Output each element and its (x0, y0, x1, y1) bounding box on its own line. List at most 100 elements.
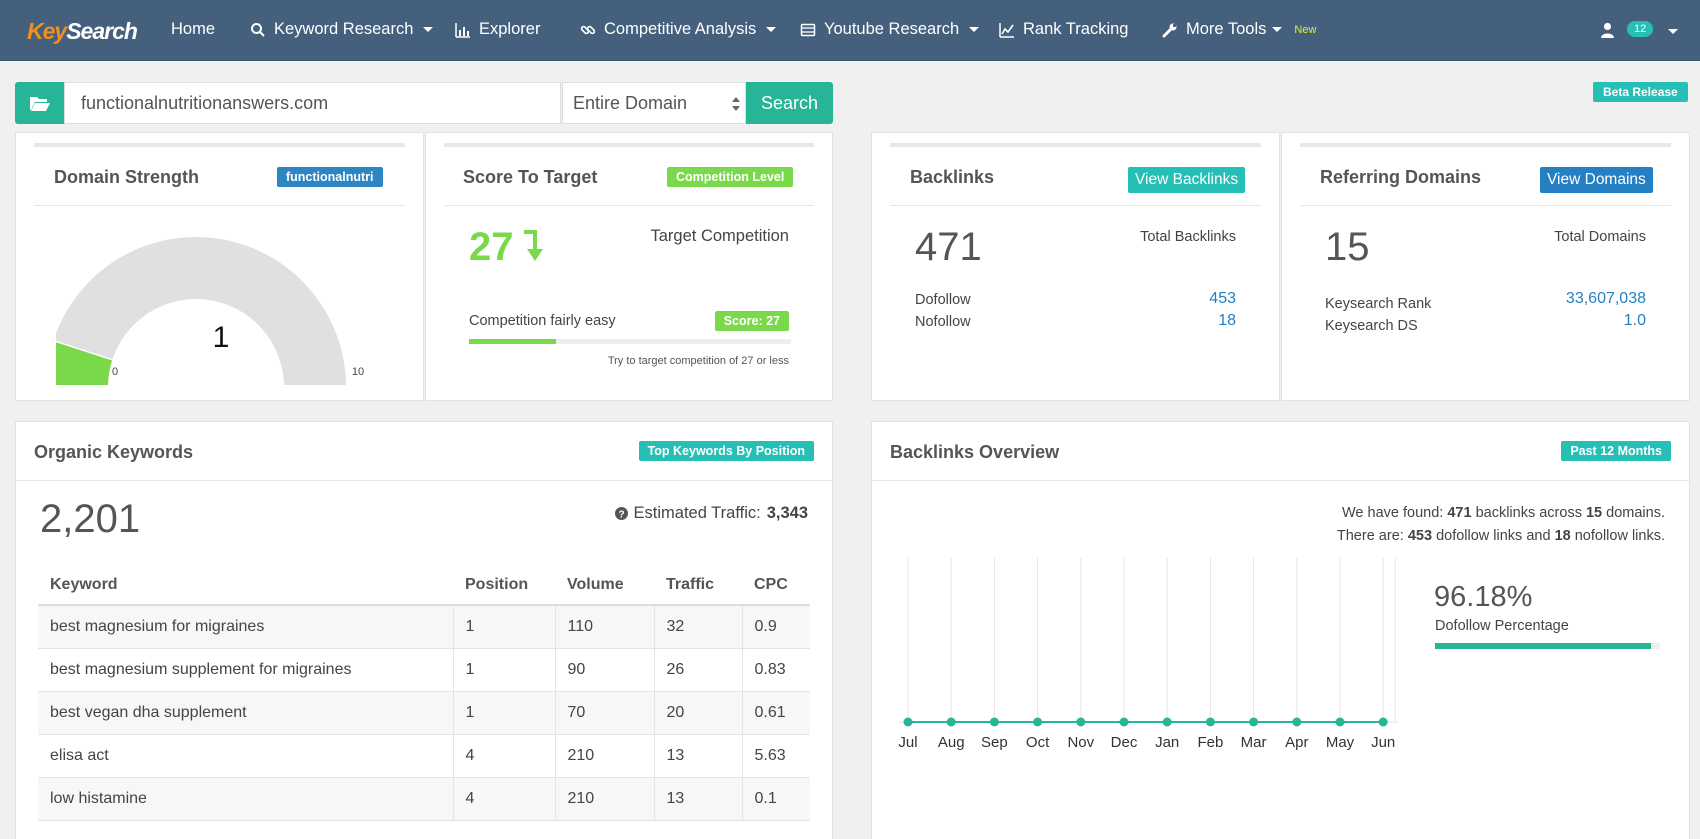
cpc-cell: 0.61 (741, 691, 810, 735)
keyword-cell: low histamine (38, 777, 453, 821)
total-domains-label: Total Domains (1554, 229, 1646, 245)
chart-point-may[interactable] (1335, 717, 1345, 727)
table-row: elisa act 4 210 13 5.63 (38, 734, 810, 778)
svg-text:?: ? (618, 510, 624, 521)
domain-search-input[interactable]: functionalnutritionanswers.com (64, 82, 561, 124)
nav-more-tools-label: More Tools (1186, 20, 1267, 38)
nav-youtube-research-label: Youtube Research (824, 20, 960, 38)
gauge-max-label: 10 (352, 366, 364, 378)
nav-rank-tracking-label: Rank Tracking (1023, 20, 1129, 38)
top-keywords-tag: Top Keywords By Position (638, 441, 814, 461)
chevron-down-icon[interactable] (1668, 29, 1678, 34)
chart-point-jun[interactable] (1378, 717, 1388, 727)
cpc-cell: 0.9 (741, 605, 810, 649)
gauge-track (56, 237, 346, 385)
card-topbar (34, 143, 405, 147)
position-cell: 1 (452, 605, 555, 649)
chevron-down-icon (766, 27, 777, 32)
user-icon[interactable] (1600, 22, 1615, 38)
chart-point-sep[interactable] (989, 717, 999, 727)
dofollow-percentage-label: Dofollow Percentage (1435, 618, 1569, 634)
view-backlinks-button[interactable]: View Backlinks (1128, 167, 1246, 193)
chart-point-mar[interactable] (1249, 717, 1259, 727)
column-header-cpc[interactable]: CPC (742, 565, 810, 606)
keyword-cell: best magnesium for migraines (38, 605, 453, 649)
competition-desc: Competition fairly easy (469, 313, 616, 329)
column-header-keyword[interactable]: Keyword (38, 565, 453, 606)
chevron-down-icon (423, 27, 434, 32)
card-title: Referring Domains (1320, 167, 1482, 187)
chevron-down-icon (1272, 27, 1283, 32)
chart-point-jan[interactable] (1162, 717, 1172, 727)
cpc-cell: 0.1 (741, 777, 810, 821)
nofollow-label: Nofollow (915, 314, 971, 330)
position-cell: 1 (452, 648, 555, 692)
card-title: Backlinks Overview (890, 442, 1060, 462)
chart-point-dec[interactable] (1119, 717, 1129, 727)
traffic-cell: 13 (653, 734, 742, 778)
chart-point-nov[interactable] (1076, 717, 1086, 727)
traffic-cell: 32 (653, 605, 742, 649)
position-cell: 1 (452, 691, 555, 735)
card-divider (890, 205, 1261, 206)
chart-point-feb[interactable] (1205, 717, 1215, 727)
search-icon (251, 22, 265, 37)
project-folder-button[interactable] (15, 82, 64, 124)
select-arrows-icon (732, 97, 740, 111)
domain-strength-card: Domain Strength functionalnutri 1 0 10 (15, 132, 424, 401)
column-header-volume[interactable]: Volume (555, 565, 654, 606)
nav-rank-tracking[interactable]: Rank Tracking (999, 20, 1128, 39)
chart-point-oct[interactable] (1033, 717, 1043, 727)
nav-home-label: Home (171, 20, 216, 38)
beta-release-badge: Beta Release (1593, 82, 1688, 102)
card-title: Domain Strength (54, 167, 200, 187)
chart-x-tick-label: Feb (1197, 734, 1223, 751)
card-divider (872, 480, 1689, 481)
chart-x-tick-label: Jul (898, 734, 917, 751)
bar-chart-icon (455, 22, 470, 38)
dofollow-progress-fill (1435, 643, 1652, 649)
keyword-cell: elisa act (38, 734, 453, 778)
traffic-cell: 26 (653, 648, 742, 692)
card-topbar (444, 143, 814, 147)
referring-domains-card: Referring Domains View Domains 15 Total … (1281, 132, 1690, 401)
view-domains-button[interactable]: View Domains (1540, 167, 1653, 193)
keysearch-ds-label: Keysearch DS (1325, 318, 1418, 334)
search-button[interactable]: Search (746, 82, 833, 124)
nav-youtube-research[interactable]: Youtube Research (800, 20, 980, 39)
search-scope-select[interactable]: Entire Domain (562, 82, 746, 124)
total-backlinks-label: Total Backlinks (1140, 229, 1236, 245)
nav-more-tools[interactable]: More Tools New (1162, 20, 1316, 39)
chart-point-jul[interactable] (903, 717, 913, 727)
summary-line-1: We have found: 471 backlinks across 15 d… (1342, 505, 1665, 521)
nav-home[interactable]: Home (171, 20, 215, 39)
volume-cell: 70 (554, 691, 654, 735)
keysearch-logo[interactable]: KeySearch (27, 18, 138, 44)
chart-point-aug[interactable] (946, 717, 956, 727)
user-count-badge[interactable]: 12 (1627, 21, 1654, 37)
competition-progress-fill (469, 339, 556, 344)
backlinks-summary: We have found: 471 backlinks across 15 d… (1337, 502, 1665, 548)
estimated-traffic-label: Estimated Traffic: (633, 504, 761, 522)
chart-x-tick-label: Dec (1111, 734, 1138, 751)
cpc-cell: 0.83 (741, 648, 810, 692)
gauge-divider (56, 340, 113, 361)
chart-point-apr[interactable] (1292, 717, 1302, 727)
past-12-months-tag: Past 12 Months (1561, 441, 1671, 461)
column-header-traffic[interactable]: Traffic (654, 565, 742, 606)
nav-competitive-analysis[interactable]: Competitive Analysis (580, 20, 777, 39)
column-header-position[interactable]: Position (453, 565, 555, 606)
table-row: best magnesium supplement for migraines … (38, 648, 810, 692)
question-circle-icon[interactable]: ? (614, 507, 628, 521)
card-divider (444, 205, 814, 206)
competition-hint: Try to target competition of 27 or less (607, 355, 789, 367)
link-icon (580, 25, 596, 34)
keyword-cell: best magnesium supplement for migraines (38, 648, 453, 692)
dofollow-value: 453 (1209, 290, 1236, 307)
backlinks-overview-card: Backlinks Overview Past 12 Months We hav… (871, 421, 1690, 839)
nav-keyword-research[interactable]: Keyword Research (250, 20, 434, 39)
chart-x-tick-label: Jan (1155, 734, 1179, 751)
new-tag: New (1294, 23, 1317, 36)
chevron-down-icon (969, 27, 980, 32)
nav-explorer[interactable]: Explorer (455, 20, 540, 39)
